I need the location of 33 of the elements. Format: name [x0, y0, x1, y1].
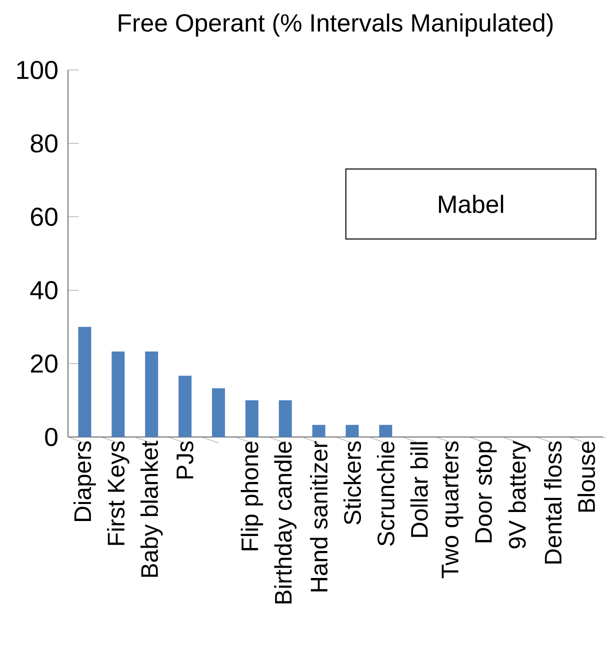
- bar: [212, 388, 225, 437]
- x-tick-label: 9V battery: [508, 440, 531, 548]
- x-tick-label: Baby blanket: [140, 440, 163, 577]
- x-tick-label: Dollar bill: [410, 442, 428, 537]
- annotation: Mabel: [438, 194, 504, 214]
- y-tick-label: 0: [45, 428, 58, 446]
- y-tick-label: 20: [30, 354, 58, 373]
- x-tick-label: Scrunchie: [376, 442, 394, 546]
- x-tick-label: Stickers: [343, 441, 361, 524]
- bar: [145, 351, 158, 437]
- y-tick-label: 60: [30, 208, 58, 226]
- bar: [178, 376, 192, 437]
- bar: [379, 424, 392, 437]
- bar: [278, 400, 292, 437]
- x-tick-label: Hand sanitizer: [310, 440, 328, 592]
- y-tick-label: 80: [30, 134, 58, 153]
- bar: [245, 400, 258, 437]
- x-tick-label: Diapers: [74, 441, 96, 521]
- x-tick-label: Two quarters: [442, 441, 464, 578]
- x-tick-label: PJs: [176, 441, 194, 478]
- x-tick-label: Door stop: [475, 442, 497, 542]
- bar: [112, 351, 125, 437]
- x-tick-label: First Keys: [107, 441, 130, 545]
- y-tick-label: 40: [30, 281, 58, 300]
- x-tick-label: Birthday candle: [274, 442, 296, 604]
- bar: [312, 424, 326, 437]
- bar: [78, 326, 92, 437]
- chart-title: Free Operant (% Intervals Manipulated): [118, 13, 553, 37]
- bar: [346, 424, 359, 437]
- y-tick-label: 100: [17, 60, 58, 80]
- x-tick-label: Flip phone: [240, 442, 264, 550]
- x-tick-label: Dental floss: [544, 441, 562, 564]
- x-tick-label: Blouse: [578, 442, 596, 512]
